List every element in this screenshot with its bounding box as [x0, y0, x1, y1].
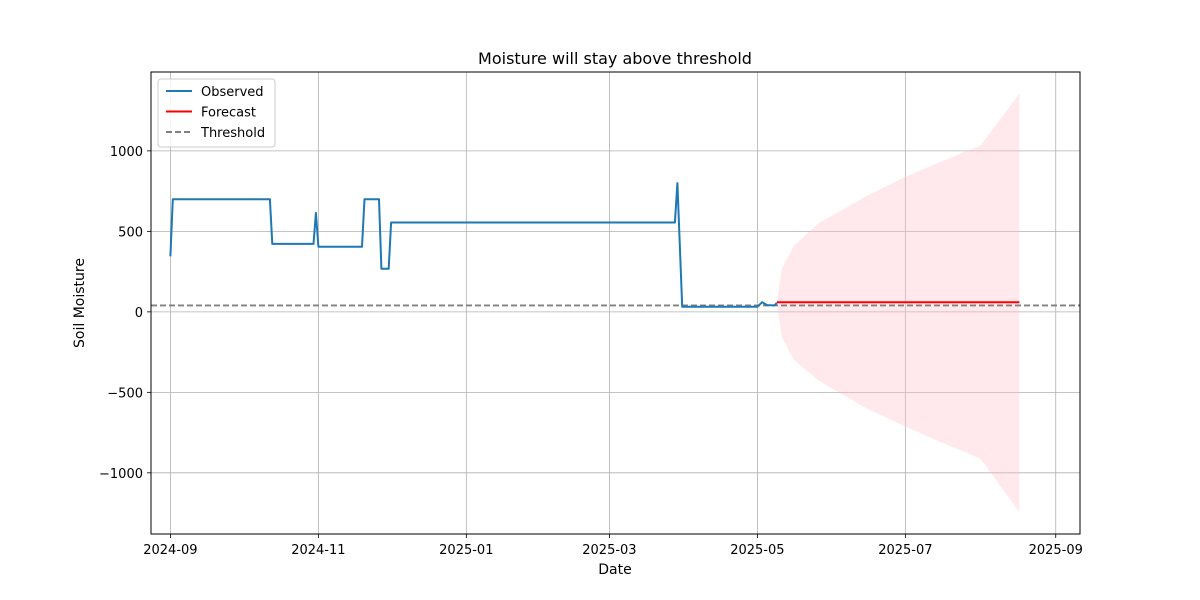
y-tick-label: −1000	[99, 467, 143, 482]
y-tick-label: −500	[107, 386, 143, 401]
legend-label-threshold: Threshold	[200, 126, 265, 141]
y-axis-ticks: −1000 −500 0 500 1000	[99, 145, 151, 482]
y-tick-label: 500	[118, 225, 143, 240]
plot-frame	[150, 71, 1081, 535]
observed-line	[169, 182, 778, 308]
x-tick-label: 2024-11	[291, 543, 345, 558]
x-tick-label: 2025-03	[582, 543, 636, 558]
x-tick-label: 2024-09	[143, 543, 197, 558]
x-tick-label: 2025-07	[878, 543, 932, 558]
x-tick-label: 2025-01	[439, 543, 493, 558]
grid-lines	[151, 72, 1080, 534]
y-axis-label: Soil Moisture	[72, 258, 88, 348]
series-lines	[151, 182, 1080, 308]
x-tick-label: 2025-09	[1029, 543, 1083, 558]
y-tick-label: 0	[135, 306, 143, 321]
x-tick-label: 2025-05	[730, 543, 784, 558]
chart-title: Moisture will stay above threshold	[478, 49, 752, 68]
x-axis-ticks: 2024-09 2024-11 2025-01 2025-03 2025-05 2025-…	[143, 534, 1083, 558]
y-tick-label: 1000	[110, 145, 143, 160]
legend: Observed Forecast Threshold	[157, 78, 276, 148]
legend-label-forecast: Forecast	[201, 106, 256, 121]
legend-label-observed: Observed	[201, 85, 264, 100]
legend-box	[157, 78, 276, 148]
x-axis-label: Date	[598, 562, 631, 578]
